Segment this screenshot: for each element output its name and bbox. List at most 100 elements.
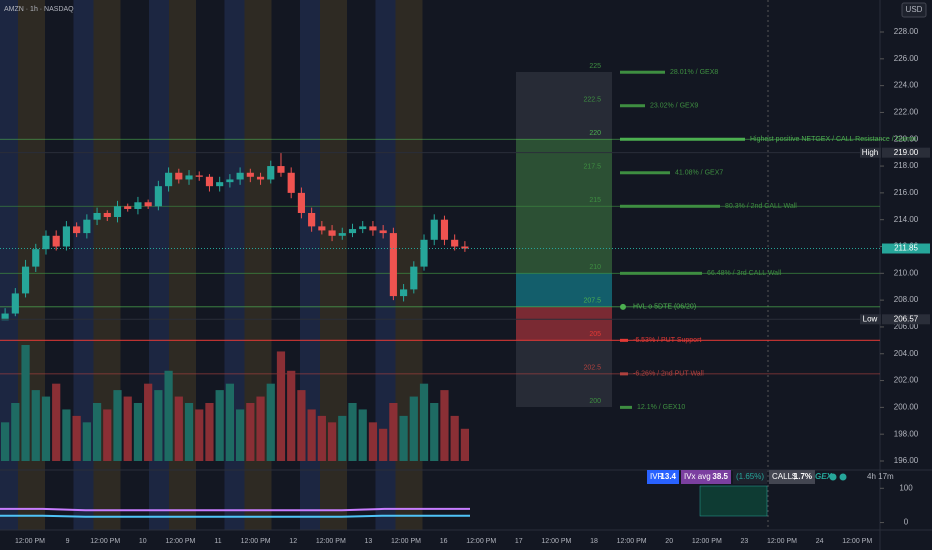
level-note: 80.3% / 2nd CALL Wall [725,203,797,210]
currency[interactable]: USD [906,5,923,14]
candle-body [451,239,459,247]
price-badge-name: Low [863,314,878,323]
candle-body [42,235,50,250]
y-tick-label: 216.00 [894,188,919,197]
x-tick-label: 12:00 PM [692,538,722,545]
volume-bar [31,390,40,461]
volume-bar [358,409,367,461]
badge-label: CALL$ [772,472,797,481]
indicator-badge [733,470,767,484]
x-tick-label: 12 [289,538,297,545]
candle-body [165,172,173,187]
level-bar [620,372,628,376]
x-tick-label: 12:00 PM [165,538,195,545]
volume-bar [174,396,183,461]
level-bar [620,171,670,175]
volume-bar [133,403,143,461]
x-tick-label: 12:00 PM [391,538,421,545]
level-label: 205 [589,331,601,338]
level-label: 202.5 [583,365,601,372]
y-tick-label: 198.00 [894,429,919,438]
level-bar [620,405,632,409]
gex-label: GEX [815,472,833,481]
indicator-badge [681,470,731,484]
afterhours-band [0,0,18,530]
price-badge-text: 219.00 [894,148,919,157]
x-tick-label: 12:00 PM [541,538,571,545]
candle-body [226,179,234,183]
candle-body [440,219,449,240]
volume-bar [52,383,61,461]
price-badge [882,314,930,325]
y-tick-label: 208.00 [894,295,919,304]
indicator-badge [647,470,679,484]
level-note: -6.53% / PUT Support [633,337,701,344]
volume-bar [419,383,429,461]
indicator-line [0,507,470,512]
x-tick-label: 12:00 PM [316,538,346,545]
indicator-tick-label: 0 [904,518,909,527]
level-bar [620,338,628,342]
volume-bar [82,422,91,461]
x-tick-label: 20 [665,538,673,545]
x-tick-label: 17 [515,538,523,545]
candle-body [73,226,81,234]
volume-bar [62,409,71,461]
candle-body [113,206,122,218]
candle-body [430,219,438,240]
volume-bar [430,403,439,461]
candle-body [359,226,367,230]
volume-bar [123,396,132,461]
volume-bar [368,422,378,461]
x-tick-label: 9 [66,538,70,545]
price-badge [882,243,930,254]
level-label: 215 [589,197,601,204]
candle-body [1,313,9,321]
candle-body [400,289,408,297]
price-badge-name: High [862,148,878,157]
volume-bar [205,403,214,461]
level-dot [620,303,626,310]
y-tick-label: 224.00 [894,81,919,90]
candle-body [103,212,111,218]
y-tick-label: 228.00 [894,27,919,36]
level-note: Highest positive NETGEX / CALL Resistanc… [750,136,917,143]
candle-body [461,246,469,249]
volume-bar [92,403,102,461]
candle-body [246,172,254,177]
x-tick-label: 12:00 PM [767,538,797,545]
level-label: 225 [589,63,601,70]
level-label: 200 [589,398,601,405]
candle-body [236,172,244,180]
indicator-tick-label: 100 [899,483,913,492]
badge-value: 38.5 [712,472,728,481]
volume-bar [379,428,388,461]
candle-body [124,206,132,209]
volume-bar [389,403,398,461]
price-badge-name-bg [860,147,881,158]
x-tick-label: 12:00 PM [617,538,647,545]
volume-bar [440,390,449,461]
candle-body [348,229,357,234]
level-bar [620,204,720,208]
candle-body [420,239,428,267]
price-badge-name-bg [860,314,881,325]
candle-body [277,166,285,173]
currency-button[interactable] [901,2,927,18]
level-bar [620,137,745,141]
y-tick-label: 226.00 [894,54,919,63]
gex-dot [829,473,837,481]
level-note: 41.08% / GEX7 [675,170,723,177]
candle-body [287,172,295,193]
volume-bar [266,383,275,461]
y-tick-label: 202.00 [894,376,919,385]
x-tick-label: 12:00 PM [842,538,872,545]
volume-bar [184,403,194,461]
price-badge-text: 211.85 [894,244,918,253]
level-note: 12.1% / GEX10 [637,404,685,411]
y-tick-label: 204.00 [894,349,919,358]
candle-body [83,219,91,234]
candle-body [62,226,70,247]
x-tick-label: 16 [440,538,448,545]
